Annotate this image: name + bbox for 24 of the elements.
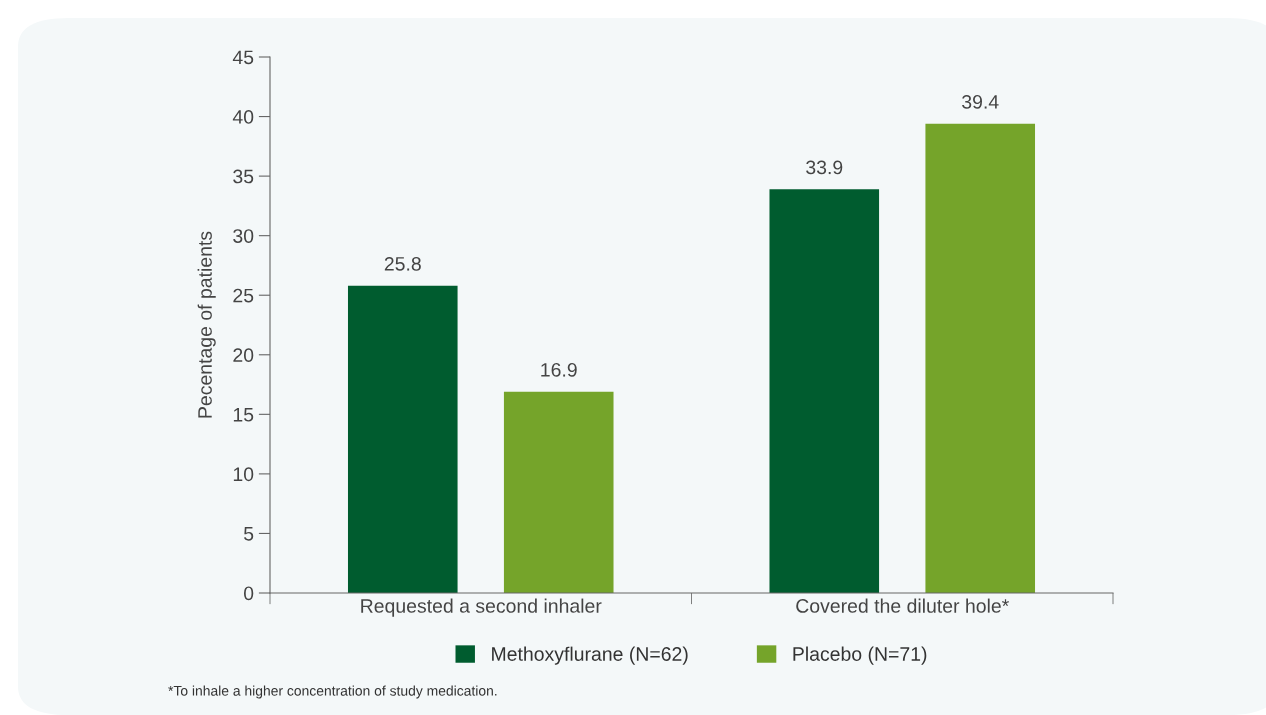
bar: [347, 285, 458, 593]
bar: [769, 189, 880, 593]
data-label: 39.4: [962, 94, 999, 109]
y-axis-title: Pecentage of patients: [197, 231, 216, 418]
data-label: 25.8: [384, 256, 421, 271]
bar: [503, 391, 614, 593]
data-label: 33.9: [806, 160, 843, 175]
legend-label: Methoxyflurane (N=62): [492, 646, 688, 665]
legend-label: Placebo (N=71): [793, 646, 927, 665]
y-tick-label: 10: [233, 467, 254, 482]
data-label: 16.9: [541, 362, 577, 377]
x-tick-label: Requested a second inhaler: [361, 598, 602, 617]
y-tick-label: 35: [233, 169, 254, 184]
y-tick-label: 45: [232, 50, 254, 65]
y-tick-label: 0: [243, 586, 254, 601]
y-tick-label: 30: [233, 229, 254, 243]
x-tick-label: Covered the diluter hole*: [796, 598, 1009, 613]
y-tick-label: 25: [233, 288, 254, 303]
y-tick-label: 5: [243, 527, 254, 541]
y-tick-label: 20: [233, 348, 254, 363]
text: *To inhale a higher concentration of study medication.: [168, 685, 497, 699]
y-tick-label: 40: [232, 110, 254, 124]
bar: [925, 123, 1036, 593]
y-tick-label: 15: [233, 408, 254, 422]
